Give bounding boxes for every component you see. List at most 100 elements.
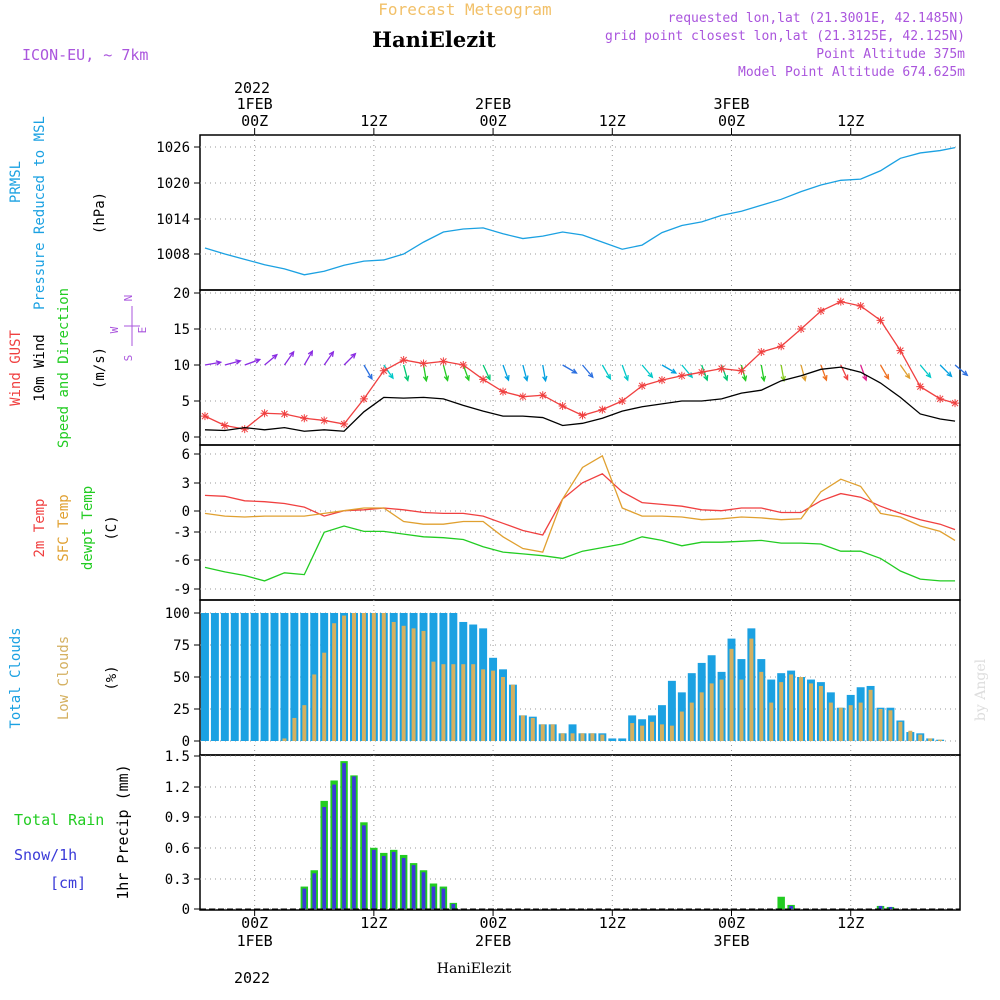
low-cloud-bar (719, 679, 724, 741)
y-tick-label: 3 (182, 476, 190, 492)
low-cloud-bar (361, 613, 366, 741)
wind-arrow-head (404, 375, 410, 382)
snow-bar (381, 855, 386, 909)
time-label-top: 00Z (718, 112, 745, 130)
low-cloud-bar (530, 717, 535, 741)
precipitation-frame (199, 754, 961, 911)
snow-bar (441, 888, 446, 909)
y-tick-label: 0 (182, 902, 190, 918)
y-tick-label: 15 (173, 322, 190, 338)
low-cloud-bar (689, 702, 694, 741)
time-label-top: 00Z (480, 112, 507, 130)
wind-arrow (621, 364, 629, 381)
low-cloud-bar (938, 739, 943, 741)
watermark: by Angel (973, 658, 989, 721)
gust-marker (578, 411, 587, 420)
gust-marker (220, 421, 229, 430)
y-tick-label: 1014 (156, 212, 190, 228)
gust-marker (896, 346, 905, 355)
y-tick-label: 75 (173, 638, 190, 654)
snow-bar (342, 763, 346, 909)
time-label-bottom: 12Z (360, 914, 387, 932)
y-tick-label: 0.3 (165, 872, 190, 888)
gust-marker (717, 364, 726, 373)
wind-arrow-head (388, 373, 394, 380)
wind-arrow (323, 351, 334, 366)
low-cloud-bar (381, 613, 386, 741)
wind-arrow-head (670, 368, 678, 374)
y-tick-label: -6 (173, 553, 190, 569)
low-cloud-bar (342, 615, 347, 741)
panel-precipitation: 0 0.3 0.6 0.9 1.2 1.5 (165, 749, 961, 918)
snow-bar (411, 865, 416, 909)
wind-arrow (283, 351, 295, 366)
gust-marker (280, 409, 289, 418)
gust-marker (916, 382, 925, 391)
low-cloud-bar (540, 724, 545, 741)
gust-marker (479, 375, 488, 384)
total-cloud-bar (300, 613, 309, 741)
low-cloud-bar (391, 621, 396, 741)
low-cloud-bar (312, 674, 317, 741)
compass-n: N (122, 295, 135, 302)
gust-marker (439, 357, 448, 366)
time-label-bottom: 12Z (837, 914, 864, 932)
wind-arrow (562, 364, 577, 374)
wind-arrow-head (235, 359, 242, 365)
low-cloud-bar (659, 724, 664, 741)
temperature-frame (199, 444, 961, 601)
y-tick-label: 10 (173, 358, 190, 374)
wind-arrow-head (884, 373, 890, 381)
wind-arrow (601, 364, 611, 380)
y-tick-label: 20 (173, 286, 190, 302)
gust-marker (359, 394, 368, 403)
wind-arrow-head (925, 372, 932, 379)
y-tick-label: 1008 (156, 247, 190, 263)
low-cloud-bar (590, 733, 595, 741)
gust-marker (951, 399, 960, 408)
gust-marker (677, 371, 686, 380)
low-cloud-bar (600, 734, 605, 741)
gust-marker (300, 414, 309, 423)
low-cloud-bar (510, 684, 515, 741)
total-cloud-bar (230, 613, 239, 741)
wind-arrow-head (760, 375, 767, 383)
wind-arrow-head (741, 375, 748, 382)
time-label-bottom: 00Z (480, 914, 507, 932)
low-cloud-bar (789, 674, 794, 741)
total-cloud-bar (667, 680, 676, 741)
wind-arrow (820, 364, 827, 381)
time-label-bottom: 00Z (241, 914, 268, 932)
low-cloud-bar (431, 661, 436, 741)
location-title: HaniElezit (372, 27, 496, 52)
wind-arrow-head (542, 375, 548, 383)
snow-bar (888, 906, 893, 909)
low-cloud-bar (411, 628, 416, 741)
date-label-bottom: 1FEB (237, 932, 273, 950)
wind-arrow-head (307, 349, 314, 357)
gust-marker (518, 392, 527, 401)
total-cloud-bar (568, 724, 577, 741)
gust-marker (777, 342, 786, 351)
date-label-top: 3FEB (713, 95, 749, 113)
snow-bar (391, 851, 396, 909)
wind-arrow-head (843, 374, 849, 381)
wind-arrow (303, 350, 313, 366)
wind-arrow-head (703, 374, 709, 382)
gust-marker (499, 387, 508, 396)
snow-bar (332, 784, 336, 909)
pressure-frame (199, 134, 961, 291)
low-cloud-bar (302, 705, 307, 741)
gust-marker (459, 361, 468, 369)
grid-point-coords: grid point closest lon,lat (21.3125E, 42… (605, 29, 965, 44)
wind-arrow-head (587, 372, 594, 379)
date-label-bottom: 3FEB (713, 932, 749, 950)
low-cloud-bar (292, 717, 297, 741)
gust-marker (260, 409, 269, 418)
wind-arrow (641, 364, 653, 378)
model-label: ICON-EU, ~ 7km (22, 46, 148, 64)
gust-marker (737, 366, 746, 375)
y-tick-label: 0.6 (165, 841, 190, 857)
total-cloud-bar (270, 613, 279, 741)
low-cloud-bar (570, 733, 575, 741)
